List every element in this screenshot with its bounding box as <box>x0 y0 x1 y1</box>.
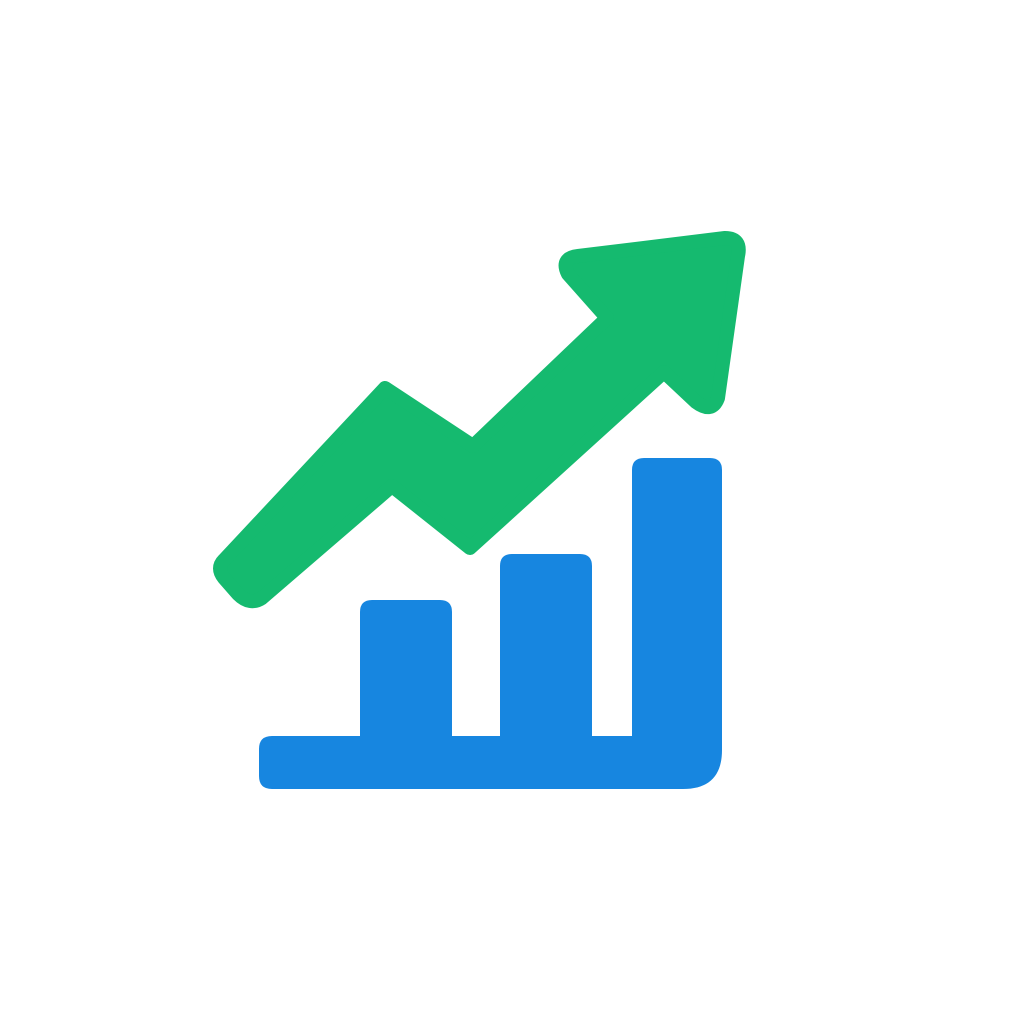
trend-arrow-icon <box>213 231 746 609</box>
arrow-shape <box>213 231 746 609</box>
bar-chart-icon <box>259 458 722 789</box>
bars-shape <box>259 458 722 789</box>
